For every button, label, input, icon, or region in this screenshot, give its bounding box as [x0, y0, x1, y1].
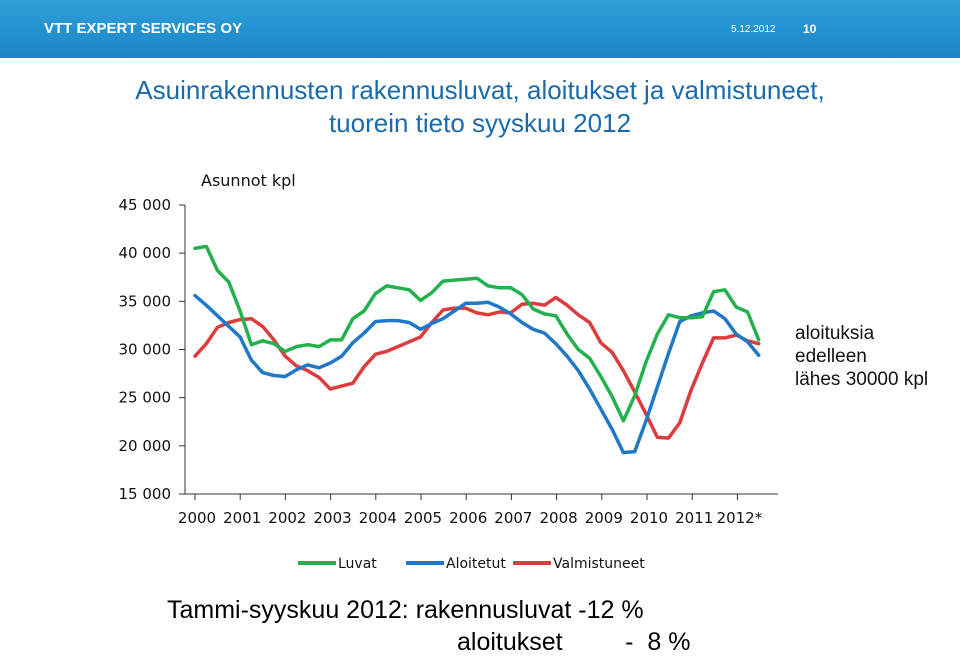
y-tick-label: 45 000 [119, 196, 172, 214]
series-line-aloitetut [193, 293, 761, 455]
summary-line-2: aloitukset - 8 % [457, 628, 691, 656]
legend-label: Aloitetut [446, 556, 506, 572]
x-tick-label: 2007 [494, 509, 532, 527]
series-line-luvat [193, 244, 761, 423]
plot-lines [193, 244, 761, 455]
x-tick-label: 2010 [630, 509, 668, 527]
y-tick-label: 40 000 [119, 244, 172, 262]
annotation-note: aloituksia edelleen lähes 30000 kpl [795, 322, 928, 391]
series-line-valmistuneet [193, 295, 761, 440]
x-tick-label: 2011 [675, 509, 713, 527]
x-tick-label: 2009 [585, 509, 623, 527]
y-tick-label: 25 000 [119, 389, 172, 407]
x-tick-label: 2012* [717, 509, 763, 527]
x-tick-label: 2000 [178, 509, 216, 527]
chart-legend: Luvat Aloitetut Valmistuneet [298, 556, 645, 572]
slide-title: Asuinrakennusten rakennusluvat, aloituks… [0, 74, 960, 140]
y-tick-label: 15 000 [119, 485, 172, 503]
header-bar: VTT EXPERT SERVICES OY 5.12.2012 10 [0, 0, 960, 58]
y-tick-label: 20 000 [119, 437, 172, 455]
note-line-2: edelleen [795, 346, 867, 367]
y-tick-label: 30 000 [119, 341, 172, 359]
note-line-3: lähes 30000 kpl [795, 369, 929, 390]
x-tick-label: 2006 [449, 509, 487, 527]
page-number: 10 [803, 22, 817, 36]
x-axis: 2000 2001 2002 2003 2004 2005 2006 2007 2008 2009… [178, 493, 778, 527]
company-name: VTT EXPERT SERVICES OY [44, 20, 243, 37]
legend-label: Valmistuneet [553, 556, 645, 572]
x-tick-label: 2001 [223, 509, 261, 527]
summary-line-1: Tammi-syyskuu 2012: rakennusluvat -12 % [167, 596, 644, 624]
y-tick-label: 35 000 [119, 292, 172, 310]
summary-text: Tammi-syyskuu 2012: rakennusluvat -12 % … [167, 594, 690, 658]
x-tick-label: 2004 [359, 509, 397, 527]
x-tick-label: 2002 [268, 509, 306, 527]
note-line-1: aloituksia [795, 323, 875, 344]
legend-label: Luvat [338, 556, 377, 572]
title-line-1: Asuinrakennusten rakennusluvat, aloituks… [135, 75, 825, 105]
y-axis: 15 000 20 000 25 000 30 000 35 000 40 000 45 0… [119, 196, 186, 503]
slide-date: 5.12.2012 [731, 24, 776, 35]
x-tick-label: 2003 [314, 509, 352, 527]
x-tick-label: 2008 [540, 509, 578, 527]
title-line-2: tuorein tieto syyskuu 2012 [328, 108, 632, 138]
chart-unit-label: Asunnot kpl [201, 171, 296, 190]
x-tick-label: 2005 [404, 509, 442, 527]
